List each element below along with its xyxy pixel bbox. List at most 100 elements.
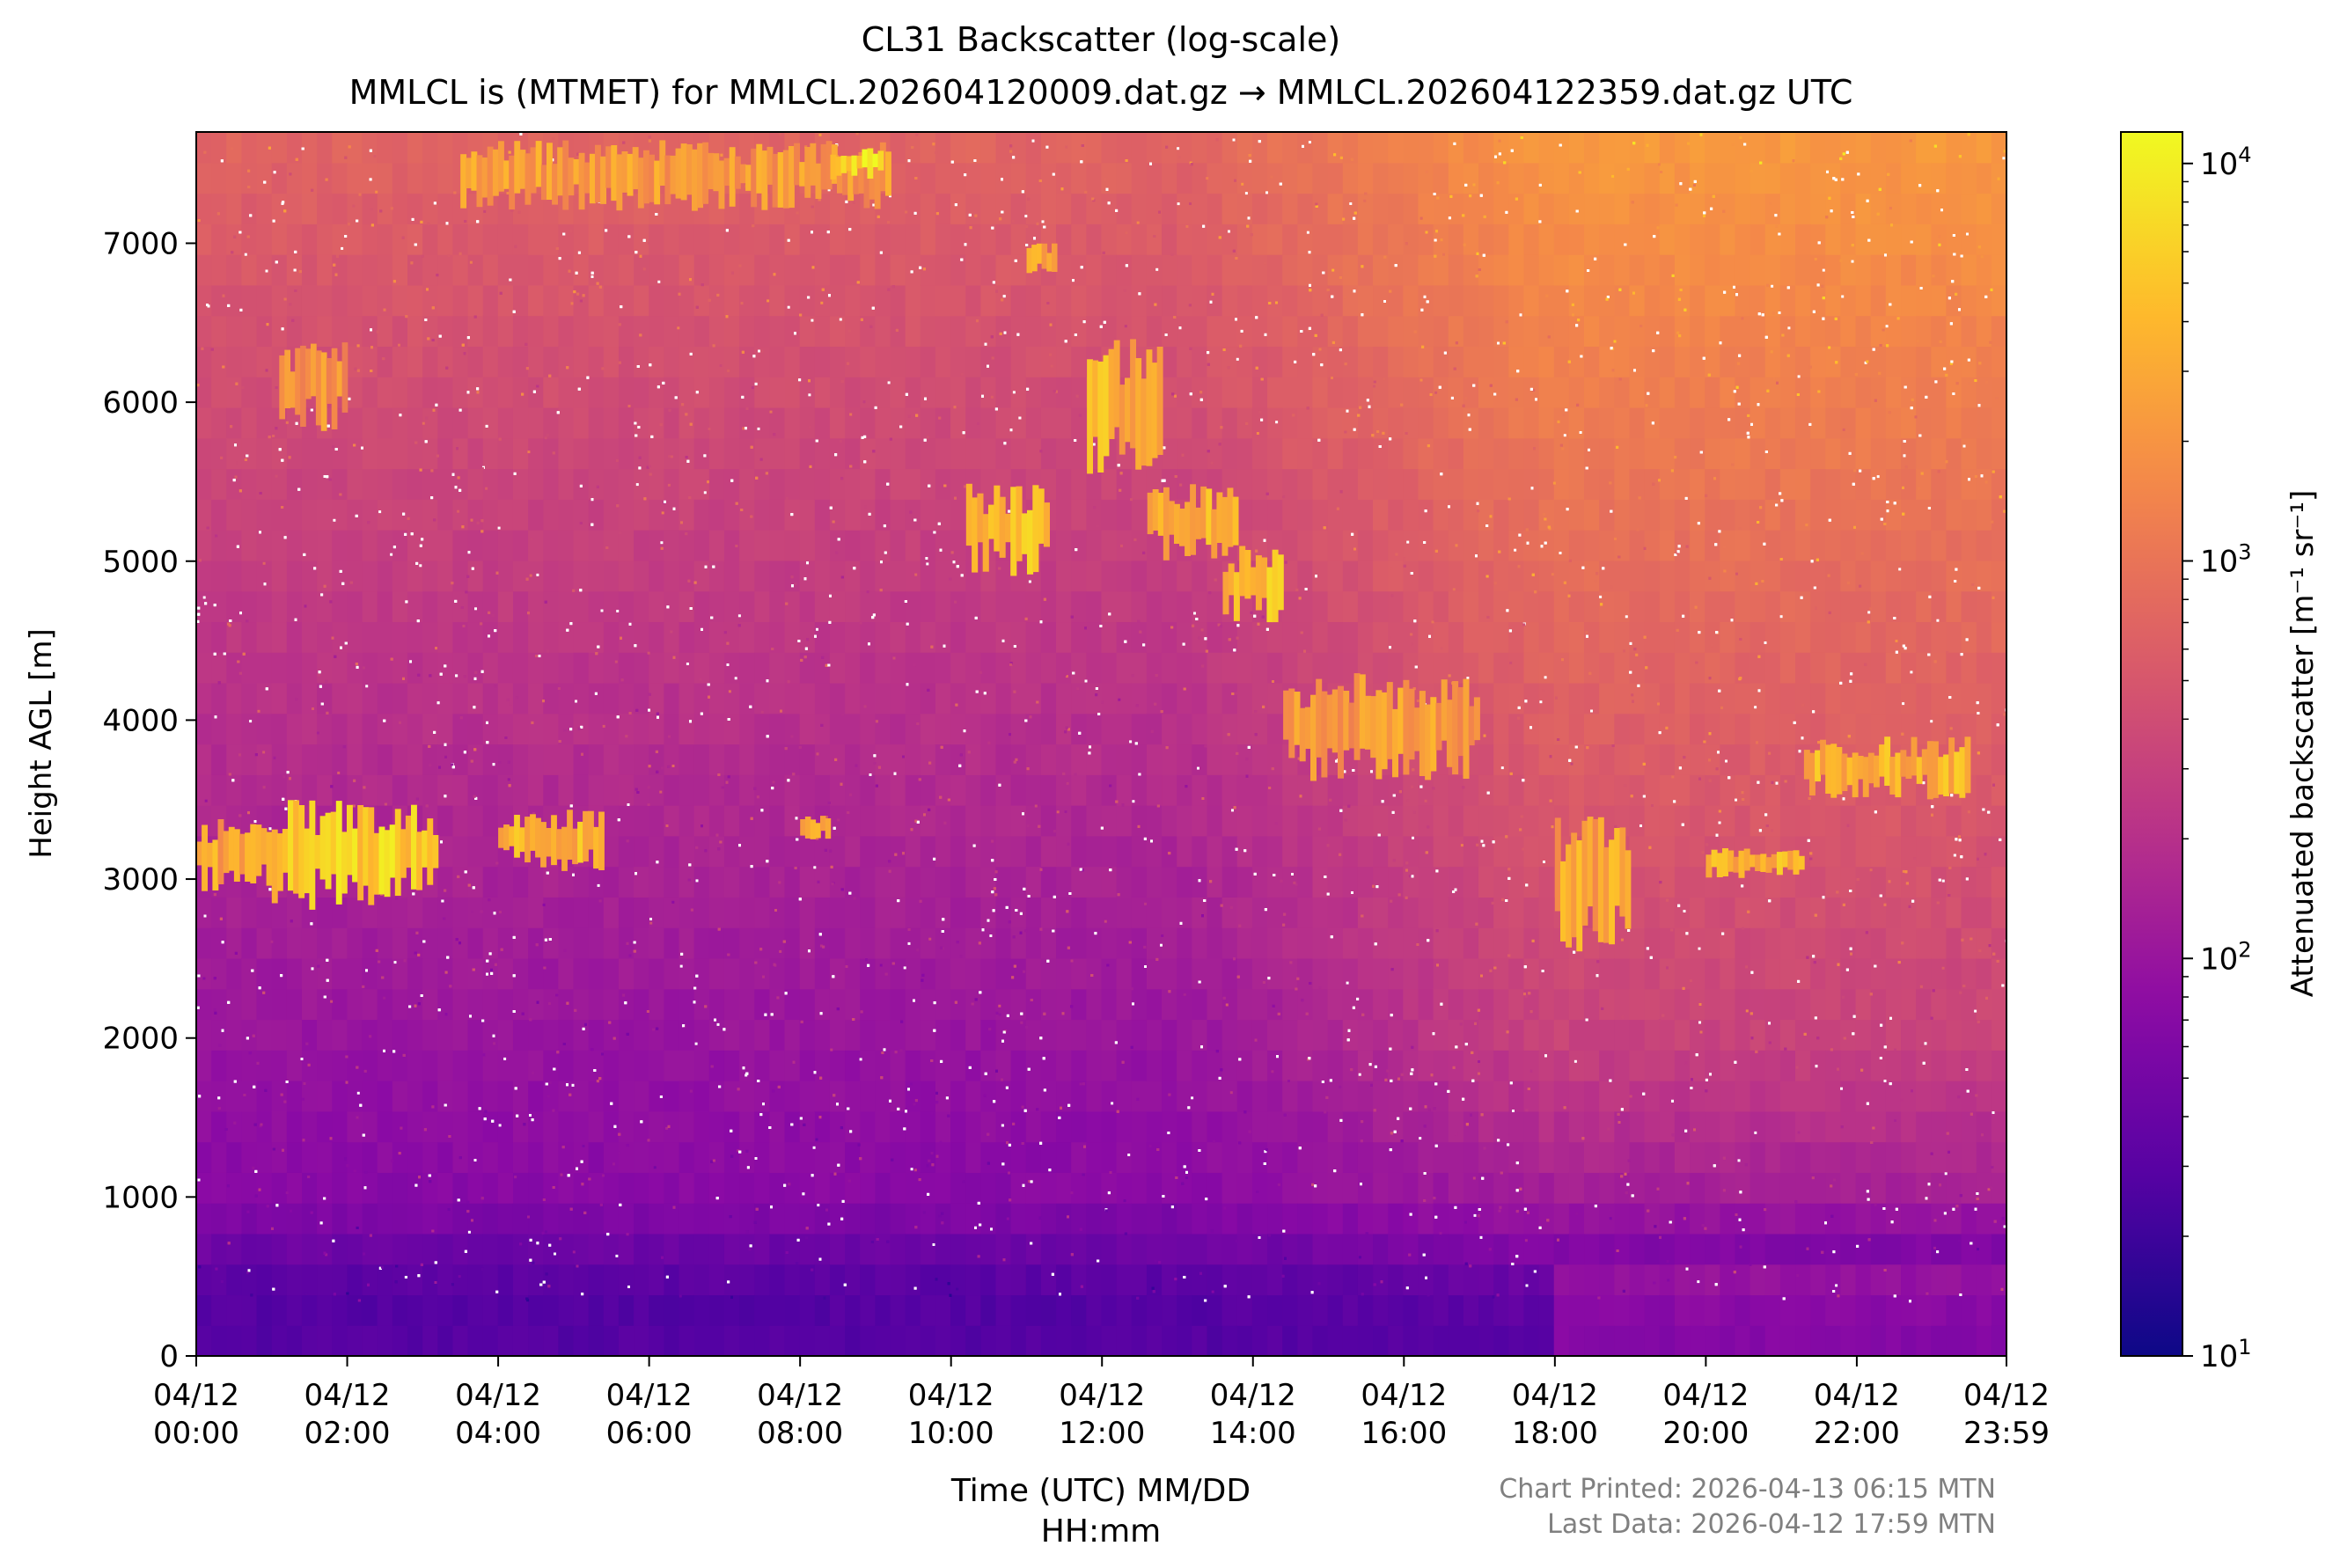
background-cell [1086, 866, 1103, 898]
background-cell [1056, 1233, 1072, 1265]
background-cell [1207, 1141, 1223, 1173]
background-cell [362, 499, 378, 531]
background-cell [679, 499, 695, 531]
background-cell [679, 437, 695, 470]
background-cell [1961, 254, 1977, 286]
background-cell [1101, 254, 1118, 286]
noise-speck [1522, 847, 1525, 851]
background-cell [1885, 1233, 1902, 1265]
background-cell [634, 1233, 649, 1265]
background-cell [1221, 1110, 1238, 1143]
background-cell [1207, 162, 1223, 194]
background-cell [1131, 560, 1148, 592]
background-cell [935, 682, 951, 714]
background-cell [332, 1019, 348, 1051]
background-cell [950, 682, 966, 714]
background-cell [1025, 897, 1042, 928]
background-cell [1870, 1264, 1887, 1296]
background-cell [1538, 315, 1555, 348]
background-cell [1659, 377, 1676, 408]
background-cell [920, 1294, 936, 1326]
background-cell [965, 682, 981, 714]
background-cell [437, 1110, 454, 1143]
background-cell [1010, 835, 1027, 868]
noise-speck [1941, 966, 1945, 970]
background-cell [1855, 866, 1872, 898]
background-cell [935, 468, 951, 500]
noise-speck [1383, 377, 1386, 381]
background-cell [377, 407, 393, 439]
background-cell [1946, 590, 1962, 623]
background-cell [1236, 1172, 1253, 1204]
background-cell [271, 988, 288, 1021]
background-cell [1901, 682, 1917, 714]
background-cell [814, 682, 831, 714]
background-cell [649, 774, 664, 806]
background-cell [1192, 927, 1208, 959]
background-cell [407, 132, 423, 164]
background-cell [708, 835, 725, 868]
background-cell [1614, 1294, 1631, 1326]
background-cell [497, 284, 514, 317]
background-cell [1991, 957, 2006, 990]
background-cell [558, 499, 575, 531]
background-cell [1991, 315, 2006, 348]
background-cell [1463, 223, 1479, 255]
background-cell [467, 1050, 484, 1081]
background-cell [241, 897, 258, 928]
background-cell [1749, 621, 1766, 653]
background-cell [739, 437, 755, 470]
background-cell [1584, 284, 1600, 317]
background-cell [1040, 621, 1057, 653]
background-cell [603, 1233, 620, 1265]
background-cell [497, 1172, 514, 1204]
background-cell [1553, 346, 1570, 377]
background-cell [754, 254, 770, 286]
background-cell [723, 1294, 740, 1326]
background-cell [739, 315, 755, 348]
background-cell [1749, 1233, 1766, 1265]
background-cell [1056, 988, 1072, 1021]
background-cell [1870, 621, 1887, 653]
background-cell [950, 254, 966, 286]
background-cell [1946, 346, 1962, 377]
background-cell [1116, 1203, 1133, 1235]
background-cell [1825, 284, 1842, 317]
background-cell [1885, 315, 1902, 348]
background-cell [1584, 346, 1600, 377]
background-cell [1568, 1050, 1585, 1081]
background-cell [890, 866, 906, 898]
background-cell [1403, 1264, 1419, 1296]
background-cell [1991, 866, 2006, 898]
background-cell [1146, 1050, 1163, 1081]
background-cell [693, 713, 710, 745]
background-cell [1071, 530, 1087, 561]
background-cell [317, 284, 333, 317]
background-cell [875, 407, 891, 439]
background-cell [1614, 1264, 1631, 1296]
background-cell [1614, 560, 1631, 592]
background-cell [1568, 407, 1585, 439]
background-cell [211, 254, 227, 286]
background-cell [845, 774, 861, 806]
background-cell [1267, 835, 1283, 868]
background-cell [317, 254, 333, 286]
background-cell [1553, 713, 1570, 745]
background-cell [1553, 437, 1570, 470]
background-cell [211, 897, 227, 928]
background-cell [1071, 1050, 1087, 1081]
background-cell [512, 1325, 529, 1356]
background-cell [634, 346, 649, 377]
background-cell [708, 621, 725, 653]
background-cell [1388, 1203, 1404, 1235]
background-cell [467, 927, 484, 959]
background-cell [301, 560, 318, 592]
background-cell [1448, 988, 1464, 1021]
background-cell [1764, 560, 1781, 592]
background-cell [1916, 1325, 1932, 1356]
background-cell [497, 437, 514, 470]
background-cell [1493, 1172, 1509, 1204]
background-cell [407, 1050, 423, 1081]
background-cell [1568, 530, 1585, 561]
background-cell [286, 988, 303, 1021]
